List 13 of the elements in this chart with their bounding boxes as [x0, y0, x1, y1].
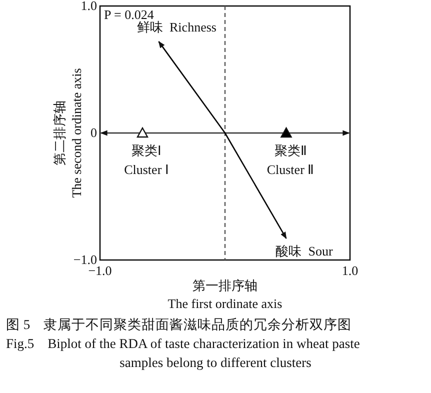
- caption: Fig.5 Biplot of the RDA of taste characterization in wheat paste: [6, 336, 360, 351]
- series-label: 聚类Ⅰ Cluster Ⅰ: [124, 143, 169, 177]
- y-tick-label: 1.0: [80, 0, 97, 13]
- series-label: 酸味 Sour: [276, 243, 334, 258]
- series-label: 鲜味 Richness: [137, 20, 216, 35]
- y-tick-label: 0: [90, 125, 97, 140]
- y-tick-label: −1.0: [73, 252, 97, 267]
- caption: 图 5 隶属于不同聚类甜面酱滋味品质的冗余分析双序图: [6, 317, 352, 332]
- series-label: 聚类Ⅱ Cluster Ⅱ: [266, 143, 314, 177]
- annotation: P = 0.024: [104, 7, 154, 22]
- y-axis-title: 第二排序轴 The second ordinate axis: [52, 68, 84, 198]
- text: samples belong to different clusters: [120, 355, 312, 370]
- x-axis-title: 第一排序轴 The first ordinate axis: [168, 278, 282, 311]
